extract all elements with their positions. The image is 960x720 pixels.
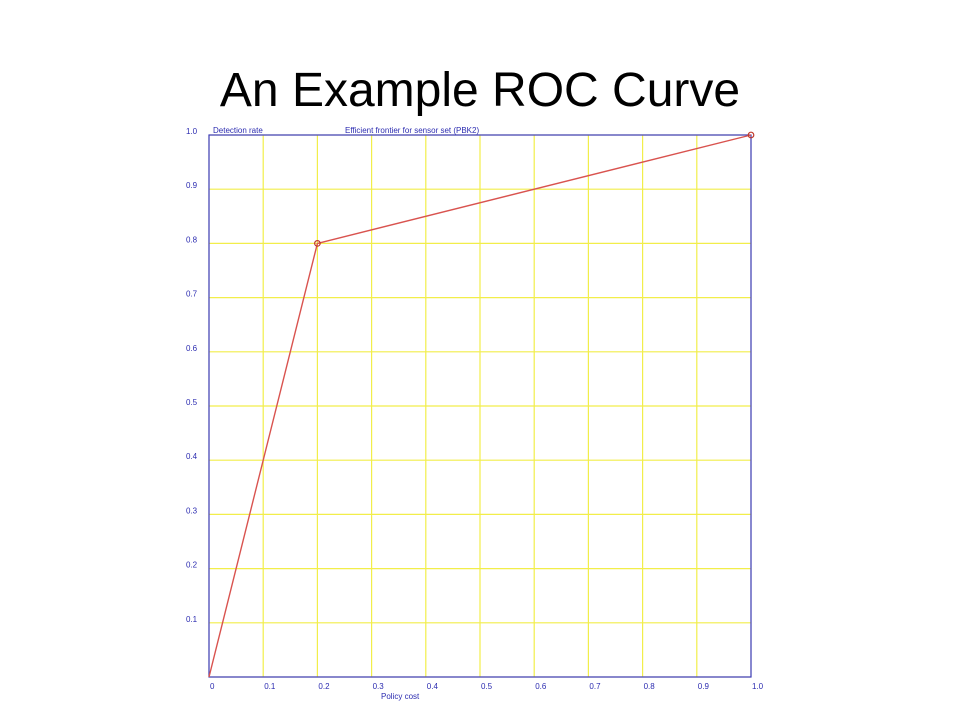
x-axis-label: Policy cost <box>381 692 420 701</box>
x-tick-label: 0.7 <box>589 682 601 691</box>
data-point-marker <box>314 239 321 247</box>
y-tick-label: 0.5 <box>186 398 198 407</box>
x-tick-label: 0.6 <box>535 682 547 691</box>
x-tick-label: 0.9 <box>698 682 710 691</box>
x-tick-label: 0.1 <box>264 682 276 691</box>
y-tick-label: 1.0 <box>186 127 198 136</box>
y-tick-label: 0.4 <box>186 452 198 461</box>
x-tick-label: 0 <box>210 682 215 691</box>
grid-lines <box>208 134 752 678</box>
x-tick-label: 0.3 <box>373 682 385 691</box>
x-tick-label: 0.4 <box>427 682 439 691</box>
x-tick-label: 0.2 <box>318 682 330 691</box>
plot-frame <box>208 134 752 678</box>
y-tick-label: 0.7 <box>186 290 198 299</box>
y-tick-label: 0.6 <box>186 344 198 353</box>
y-tick-label: 0.3 <box>186 506 198 515</box>
x-tick-label: 0.5 <box>481 682 493 691</box>
y-tick-label: 0.2 <box>186 561 198 570</box>
chart-title: Efficient frontier for sensor set (PBK2) <box>345 126 479 135</box>
y-tick-label: 0.9 <box>186 181 198 190</box>
x-tick-label: 1.0 <box>752 682 764 691</box>
roc-series-line <box>208 134 752 678</box>
y-axis-label: Detection rate <box>213 126 263 135</box>
x-tick-label: 0.8 <box>644 682 656 691</box>
series-layer <box>208 131 755 678</box>
data-point-marker <box>747 131 755 139</box>
slide-title: An Example ROC Curve <box>219 64 741 117</box>
y-tick-label: 0.1 <box>186 615 198 624</box>
y-tick-label: 0.8 <box>186 235 198 244</box>
tick-labels: 0 0.1 0.2 0.3 0.4 0.5 0.6 0.7 0.8 0.9 1.0 0.1 0.2 0.3… <box>186 127 764 691</box>
